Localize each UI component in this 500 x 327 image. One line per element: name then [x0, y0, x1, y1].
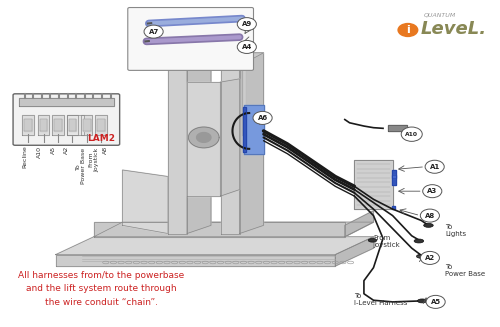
Polygon shape	[97, 119, 105, 131]
Polygon shape	[392, 170, 396, 185]
Polygon shape	[392, 175, 396, 178]
Polygon shape	[244, 105, 264, 154]
Polygon shape	[81, 115, 92, 135]
FancyBboxPatch shape	[128, 8, 254, 70]
Polygon shape	[243, 107, 246, 152]
Text: LAM2: LAM2	[87, 134, 115, 143]
FancyBboxPatch shape	[13, 94, 120, 145]
Text: A10: A10	[405, 132, 418, 137]
Text: To
I-Level Harness: To I-Level Harness	[354, 293, 408, 306]
Polygon shape	[354, 160, 393, 209]
Polygon shape	[40, 119, 48, 131]
Text: A4: A4	[242, 44, 252, 50]
Polygon shape	[122, 170, 168, 233]
Circle shape	[422, 185, 442, 198]
Text: A1: A1	[430, 164, 440, 170]
Polygon shape	[66, 115, 84, 135]
Polygon shape	[19, 98, 114, 106]
Text: Recline: Recline	[22, 146, 27, 168]
Polygon shape	[38, 115, 50, 135]
Text: A7: A7	[148, 29, 158, 35]
Ellipse shape	[424, 223, 433, 227]
Polygon shape	[66, 115, 78, 135]
Text: A2: A2	[425, 255, 435, 261]
Polygon shape	[94, 222, 373, 237]
Polygon shape	[168, 53, 211, 66]
Polygon shape	[188, 127, 219, 148]
Text: To
Lights: To Lights	[445, 224, 466, 237]
Circle shape	[425, 160, 444, 173]
Polygon shape	[56, 255, 335, 266]
Circle shape	[253, 112, 272, 125]
Polygon shape	[220, 79, 240, 196]
Polygon shape	[22, 115, 34, 135]
Text: From
Joystick: From Joystick	[88, 147, 99, 172]
Text: A10: A10	[38, 146, 43, 158]
Text: LeveL.: LeveL.	[420, 20, 486, 38]
Polygon shape	[168, 53, 264, 66]
Polygon shape	[335, 237, 374, 266]
Polygon shape	[220, 66, 240, 233]
Text: A3: A3	[427, 188, 438, 194]
Polygon shape	[96, 115, 107, 135]
Ellipse shape	[368, 239, 377, 242]
Circle shape	[398, 23, 418, 37]
Circle shape	[401, 127, 422, 141]
Polygon shape	[94, 222, 345, 237]
Circle shape	[237, 41, 256, 53]
Ellipse shape	[418, 299, 427, 303]
Text: QUANTUM: QUANTUM	[424, 13, 456, 18]
Text: A5: A5	[430, 299, 440, 305]
Polygon shape	[187, 53, 211, 233]
Circle shape	[420, 209, 440, 222]
Text: To
Power Base: To Power Base	[76, 148, 86, 184]
Polygon shape	[24, 119, 32, 131]
Polygon shape	[54, 119, 62, 131]
Polygon shape	[392, 206, 396, 209]
Circle shape	[237, 18, 256, 31]
Polygon shape	[187, 82, 220, 196]
Polygon shape	[83, 119, 90, 131]
Text: i: i	[406, 25, 410, 35]
Polygon shape	[68, 119, 76, 131]
Text: A9: A9	[242, 21, 252, 27]
Polygon shape	[168, 66, 187, 233]
Text: All harnesses from/to the powerbase
and the lift system route through
the wire c: All harnesses from/to the powerbase and …	[18, 271, 184, 306]
Polygon shape	[345, 211, 374, 237]
Ellipse shape	[414, 239, 424, 243]
Circle shape	[426, 295, 445, 308]
Polygon shape	[52, 115, 64, 135]
Polygon shape	[388, 125, 407, 131]
Text: A8: A8	[425, 213, 435, 218]
Polygon shape	[196, 132, 211, 142]
Text: A6: A6	[258, 115, 268, 121]
Text: A5: A5	[50, 146, 56, 154]
Ellipse shape	[416, 254, 426, 258]
Polygon shape	[240, 53, 264, 233]
Circle shape	[420, 251, 440, 265]
Text: From
Joystick: From Joystick	[374, 235, 400, 248]
Text: To
Power Base: To Power Base	[445, 264, 486, 277]
Text: A8: A8	[104, 146, 108, 154]
Text: A2: A2	[64, 146, 69, 154]
Polygon shape	[56, 237, 374, 255]
Circle shape	[144, 25, 163, 38]
